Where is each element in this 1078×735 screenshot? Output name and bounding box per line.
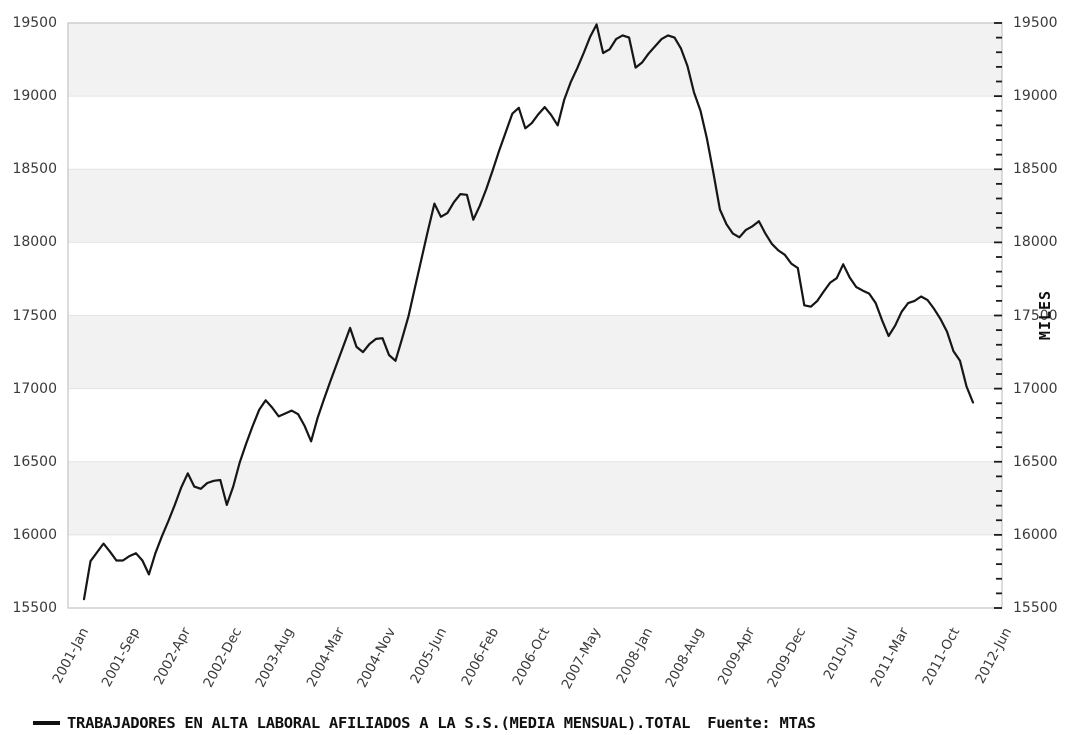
y-axis-label-right: 16500 — [1013, 453, 1058, 470]
y-axis-label-right: 18500 — [1013, 161, 1058, 178]
y-axis-label-left: 19500 — [12, 15, 57, 31]
plot-band — [68, 315, 1002, 389]
y-axis-label-right: 17500 — [1013, 307, 1058, 324]
y-axis-label-left: 18000 — [12, 234, 57, 251]
plot-band — [68, 23, 1002, 97]
y-axis-label-right: 18000 — [1013, 234, 1058, 251]
y-axis-label-left: 16000 — [12, 526, 57, 543]
y-axis-label-left: 17000 — [12, 380, 57, 397]
y-axis-right-title: MILES — [1036, 289, 1054, 341]
y-axis-label-left: 19000 — [12, 88, 57, 105]
legend-source-label: Fuente: MTAS — [707, 714, 816, 732]
plot-band — [68, 461, 1002, 535]
y-axis-label-right: 17000 — [1013, 380, 1058, 397]
y-axis-label-right: 19500 — [1013, 15, 1058, 31]
y-axis-label-right: 16000 — [1013, 526, 1058, 543]
y-axis-label-left: 17500 — [12, 307, 57, 324]
legend-series-label: TRABAJADORES EN ALTA LABORAL AFILIADOS A… — [67, 714, 691, 732]
y-axis-label-right: 19000 — [1013, 88, 1058, 105]
y-axis-label-left: 16500 — [12, 453, 57, 470]
legend: TRABAJADORES EN ALTA LABORAL AFILIADOS A… — [33, 713, 816, 733]
y-axis-label-left: 15500 — [12, 600, 57, 616]
data-line-series — [82, 23, 975, 601]
plot-band — [68, 169, 1002, 243]
y-axis-label-left: 18500 — [12, 161, 57, 178]
legend-line-swatch — [33, 721, 60, 725]
y-axis-label-right: 15500 — [1013, 600, 1058, 616]
